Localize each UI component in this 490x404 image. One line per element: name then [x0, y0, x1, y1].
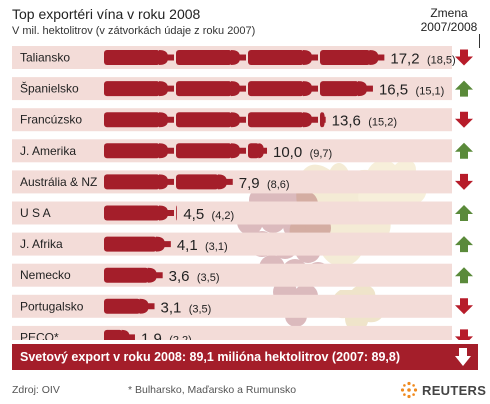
- down-arrow-icon: [455, 111, 473, 128]
- value-2008-label: 10,0: [273, 144, 302, 161]
- change-header-tick: [479, 34, 480, 48]
- bar: [104, 267, 163, 283]
- value-2008-label: 13,6: [332, 113, 361, 130]
- bar: [104, 50, 385, 65]
- up-arrow-icon: [455, 267, 473, 284]
- change-column-header: Zmena 2007/2008: [418, 6, 480, 34]
- category-label: Španielsko: [20, 81, 79, 96]
- value-2007-label: (15,1): [416, 86, 445, 98]
- up-arrow-icon: [455, 80, 473, 97]
- world-export-summary: Svetový export v roku 2008: 89,1 milióna…: [12, 344, 478, 370]
- chart-subtitle: V mil. hektolitrov (v zátvorkách údaje z…: [12, 25, 256, 37]
- bar: [104, 329, 135, 340]
- value-2007-label: (9,7): [310, 148, 333, 160]
- value-2008-label: 4,5: [183, 206, 204, 223]
- row-band: [12, 263, 452, 287]
- up-arrow-icon: [455, 236, 473, 253]
- value-2007-label: (2,2): [169, 334, 192, 340]
- brand-logo: REUTERS: [400, 381, 486, 399]
- change-header-line2: 2007/2008: [420, 20, 478, 34]
- export-bar-chart: Taliansko 17,2 (18,5) Španielsko 16,5 (15,1) F…: [12, 46, 473, 340]
- down-arrow-icon: [455, 49, 473, 66]
- value-2007-label: (18,5): [427, 55, 456, 67]
- value-2007-label: (3,5): [197, 272, 220, 284]
- value-2008-label: 16,5: [379, 82, 408, 99]
- summary-down-arrow-icon: [455, 348, 471, 366]
- bar: [104, 236, 171, 252]
- bar: [104, 174, 233, 190]
- bar: [104, 143, 267, 159]
- row-band: [12, 325, 452, 340]
- brand-name: REUTERS: [422, 382, 487, 398]
- value-2008-label: 3,6: [169, 268, 190, 285]
- bar: [104, 205, 177, 221]
- value-2008-label: 7,9: [239, 175, 260, 192]
- row-band: [12, 232, 452, 256]
- down-arrow-icon: [455, 173, 473, 190]
- source-note: Zdroj: OIV: [12, 384, 60, 396]
- footnote: * Bulharsko, Maďarsko a Rumunsko: [128, 384, 297, 396]
- category-label: PECO*: [20, 330, 59, 340]
- category-label: J. Afrika: [20, 237, 63, 251]
- value-2008-label: 17,2: [390, 51, 419, 68]
- value-2007-label: (3,5): [189, 303, 212, 315]
- bar: [104, 298, 155, 314]
- category-label: U S A: [20, 206, 51, 220]
- category-label: Portugalsko: [20, 299, 84, 313]
- down-arrow-icon: [455, 298, 473, 315]
- chart-title: Top exportéri vína v roku 2008: [12, 6, 201, 22]
- value-2008-label: 1,9: [141, 330, 162, 340]
- down-arrow-icon: [455, 329, 473, 340]
- category-label: Austrália & NZ: [20, 175, 97, 189]
- category-label: Taliansko: [20, 51, 70, 65]
- value-2007-label: (8,6): [267, 179, 290, 191]
- change-header-line1: Zmena: [430, 6, 468, 20]
- up-arrow-icon: [455, 205, 473, 221]
- bar: [104, 81, 373, 97]
- value-2008-label: 3,1: [161, 299, 182, 316]
- bar: [104, 112, 326, 128]
- value-2007-label: (3,1): [205, 241, 228, 253]
- value-2008-label: 4,1: [177, 237, 198, 254]
- category-label: J. Amerika: [20, 144, 76, 158]
- category-label: Francúzsko: [20, 113, 82, 127]
- reuters-dots-icon: [400, 381, 418, 399]
- value-2007-label: (4,2): [212, 210, 235, 222]
- category-label: Nemecko: [20, 268, 71, 282]
- value-2007-label: (15,2): [368, 117, 397, 129]
- up-arrow-icon: [455, 142, 473, 159]
- summary-text: Svetový export v roku 2008: 89,1 milióna…: [20, 350, 401, 364]
